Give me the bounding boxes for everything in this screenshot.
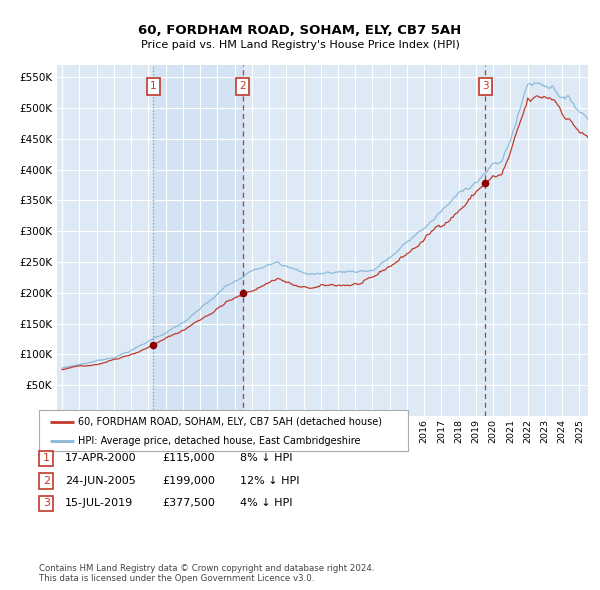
Text: Price paid vs. HM Land Registry's House Price Index (HPI): Price paid vs. HM Land Registry's House … — [140, 40, 460, 50]
Text: HPI: Average price, detached house, East Cambridgeshire: HPI: Average price, detached house, East… — [78, 436, 361, 446]
Text: 60, FORDHAM ROAD, SOHAM, ELY, CB7 5AH: 60, FORDHAM ROAD, SOHAM, ELY, CB7 5AH — [139, 24, 461, 37]
Text: 4% ↓ HPI: 4% ↓ HPI — [240, 499, 293, 508]
Text: 2: 2 — [43, 476, 50, 486]
Text: 3: 3 — [482, 81, 488, 91]
Text: 60, FORDHAM ROAD, SOHAM, ELY, CB7 5AH (detached house): 60, FORDHAM ROAD, SOHAM, ELY, CB7 5AH (d… — [78, 417, 382, 427]
Text: 1: 1 — [43, 454, 50, 463]
Text: 24-JUN-2005: 24-JUN-2005 — [65, 476, 136, 486]
Text: 1: 1 — [150, 81, 157, 91]
Text: 2: 2 — [239, 81, 246, 91]
Text: 12% ↓ HPI: 12% ↓ HPI — [240, 476, 299, 486]
Text: 17-APR-2000: 17-APR-2000 — [65, 454, 136, 463]
Text: 3: 3 — [43, 499, 50, 508]
Text: Contains HM Land Registry data © Crown copyright and database right 2024.
This d: Contains HM Land Registry data © Crown c… — [39, 563, 374, 583]
Text: 8% ↓ HPI: 8% ↓ HPI — [240, 454, 293, 463]
Text: £115,000: £115,000 — [162, 454, 215, 463]
Text: 15-JUL-2019: 15-JUL-2019 — [65, 499, 133, 508]
Text: £377,500: £377,500 — [162, 499, 215, 508]
Text: £199,000: £199,000 — [162, 476, 215, 486]
Bar — [154, 65, 243, 416]
